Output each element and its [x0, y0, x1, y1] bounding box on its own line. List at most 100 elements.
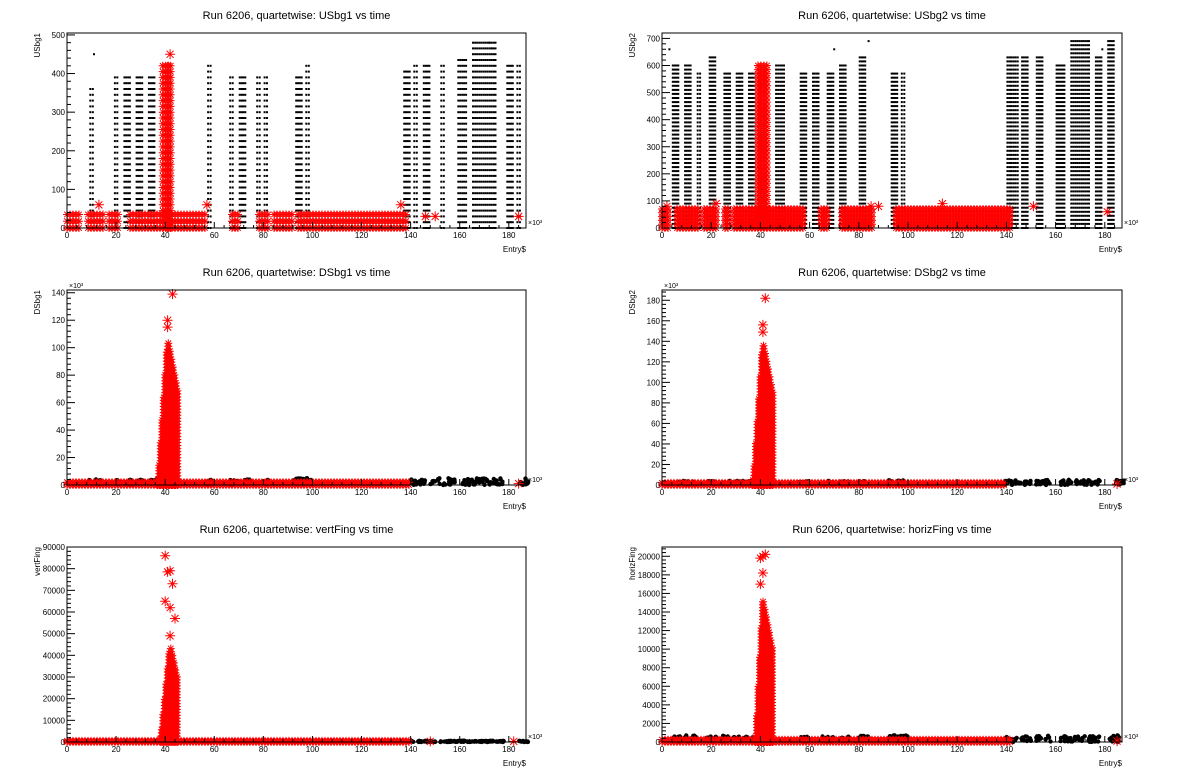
data-point — [710, 68, 713, 71]
data-point — [231, 128, 234, 131]
data-point — [508, 163, 511, 166]
data-point — [830, 105, 833, 108]
data-point — [737, 72, 740, 75]
data-point — [832, 84, 835, 87]
data-point — [751, 97, 754, 99]
data-point — [492, 163, 495, 166]
data-point — [149, 145, 152, 148]
data-point — [712, 170, 715, 173]
data-point — [426, 221, 429, 224]
data-point — [518, 198, 521, 200]
data-point — [812, 170, 814, 173]
data-point — [842, 202, 845, 205]
data-point — [240, 157, 243, 160]
data-point — [858, 60, 861, 63]
data-point — [1008, 178, 1011, 181]
data-point — [91, 140, 94, 143]
data-point — [903, 174, 906, 177]
data-point — [723, 113, 726, 116]
data-point — [708, 105, 711, 108]
data-point — [712, 101, 715, 104]
data-point — [258, 134, 261, 137]
data-point — [153, 117, 156, 119]
data-point — [840, 129, 843, 132]
data-point — [712, 56, 715, 59]
data-point — [240, 215, 243, 218]
data-point — [712, 92, 715, 95]
data-point — [781, 101, 783, 104]
data-point — [844, 97, 847, 99]
data-point — [714, 76, 717, 79]
chart-panel-1: Run 6206, quartetwise: USbg1 vs timeUSbg… — [33, 10, 543, 254]
data-point — [428, 64, 431, 67]
data-point — [749, 153, 752, 156]
data-point — [166, 218, 175, 227]
data-point — [406, 82, 409, 85]
data-point — [775, 145, 778, 148]
data-point — [510, 198, 512, 200]
data-point — [892, 129, 895, 132]
data-point — [894, 194, 897, 197]
data-point — [712, 125, 715, 128]
data-point — [123, 157, 126, 160]
data-point — [141, 76, 144, 79]
data-point — [406, 209, 409, 212]
data-point — [295, 88, 298, 90]
data-point — [689, 121, 692, 124]
data-point — [209, 64, 212, 67]
data-point — [832, 117, 835, 120]
data-point — [147, 209, 150, 212]
data-point — [710, 182, 713, 185]
data-point — [675, 153, 678, 156]
data-point — [240, 221, 243, 224]
data-point — [712, 186, 715, 189]
data-point — [737, 170, 740, 173]
data-point — [153, 76, 156, 79]
y-tick-label: 0 — [61, 224, 66, 233]
data-point — [508, 134, 511, 137]
data-point — [696, 84, 699, 87]
data-point — [890, 166, 893, 169]
data-point — [240, 192, 243, 195]
data-point — [817, 157, 820, 160]
data-point — [729, 157, 731, 160]
data-point — [484, 140, 487, 143]
data-point — [128, 186, 131, 189]
data-point — [403, 192, 406, 195]
data-point — [751, 145, 754, 148]
data-point — [817, 105, 820, 108]
data-point — [153, 111, 156, 114]
data-point — [828, 133, 831, 136]
data-point — [735, 202, 738, 205]
data-point — [408, 221, 411, 224]
data-point — [783, 109, 785, 112]
data-point — [415, 169, 418, 172]
data-point — [751, 92, 754, 95]
data-point — [900, 72, 903, 75]
data-point — [492, 105, 495, 108]
data-point — [699, 92, 702, 95]
data-point — [238, 209, 241, 212]
data-point — [442, 117, 445, 119]
data-point — [516, 140, 519, 143]
data-point — [832, 141, 835, 144]
data-point — [482, 134, 485, 137]
data-point — [149, 198, 152, 200]
data-point — [137, 145, 140, 148]
data-point — [896, 121, 899, 124]
data-point — [729, 153, 731, 156]
data-point — [777, 194, 780, 197]
data-point — [518, 163, 521, 166]
data-point — [739, 101, 742, 104]
data-point — [422, 169, 425, 172]
data-point — [476, 215, 479, 218]
data-point — [89, 122, 92, 125]
data-point — [860, 190, 863, 193]
data-point — [671, 149, 674, 152]
data-point — [116, 140, 119, 143]
data-point — [892, 190, 895, 193]
data-point — [708, 157, 711, 160]
data-point — [480, 180, 483, 183]
data-point — [424, 209, 427, 212]
data-point — [415, 198, 418, 200]
